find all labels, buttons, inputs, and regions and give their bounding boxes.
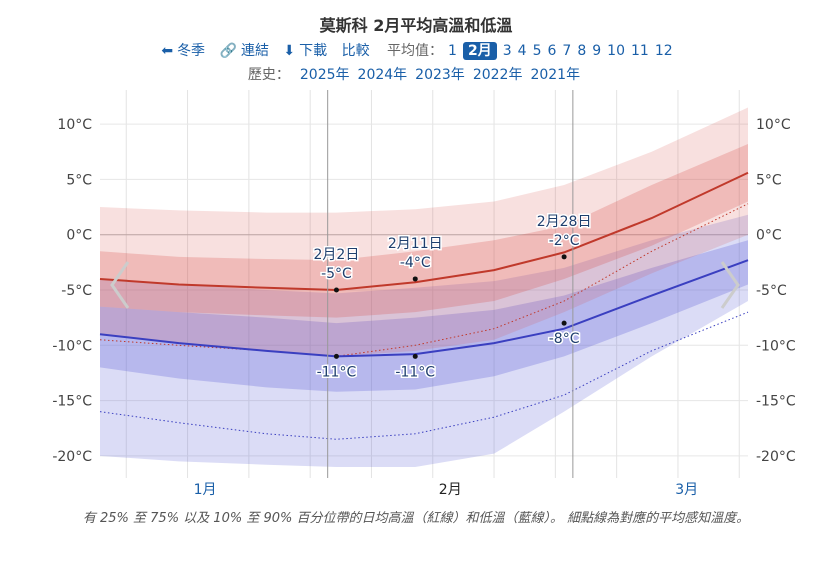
history-year-4[interactable]: 2021年 — [530, 67, 581, 83]
chart-caption: 有 25% 至 75% 以及 10% 至 90% 百分位帶的日均高溫（紅線）和低… — [82, 511, 750, 526]
month-option-3[interactable]: 3 — [502, 43, 512, 59]
temperature-chart: 10°C 10°C 5°C 5°C 0°C 0°C -5°C -5°C -10°C -10°C -1… — [52, 90, 796, 498]
chart-title: 莫斯科 2月平均高溫和低溫 — [319, 16, 513, 35]
month-option-10[interactable]: 10 — [607, 43, 625, 59]
month-option-12[interactable]: 12 — [654, 43, 673, 59]
month-option-8[interactable]: 8 — [577, 43, 587, 59]
month-option-9[interactable]: 9 — [592, 43, 602, 59]
compare-button[interactable]: 比較 — [341, 43, 370, 59]
annotation-value-label: -11°C — [395, 364, 435, 380]
history-bar: 歷史： 2025年 2024年 2023年 2022年 2021年 — [0, 64, 832, 84]
annotation-point — [561, 254, 567, 260]
annotation-date-label: 2月2日 — [314, 247, 360, 263]
high-temp-line — [99, 171, 749, 292]
month-option-7[interactable]: 7 — [562, 43, 572, 59]
chevron-right-icon[interactable] — [716, 258, 742, 312]
link-button[interactable]: 🔗 連結 — [220, 43, 274, 59]
annotation-point — [333, 353, 339, 359]
link-label: 連結 — [240, 43, 269, 59]
month-option-4[interactable]: 4 — [517, 43, 527, 59]
annotation-date-label: 2月28日 — [537, 214, 592, 230]
high-band-25-75 — [100, 144, 748, 318]
history-year-3[interactable]: 2022年 — [472, 67, 523, 83]
y-tick-label-right: 10°C — [756, 117, 791, 133]
chevron-left-icon[interactable] — [108, 258, 134, 312]
arrow-left-icon: ⬅ — [161, 43, 174, 59]
feels-like-high-line — [99, 203, 749, 357]
history-year-1[interactable]: 2024年 — [357, 67, 408, 83]
month-option-2[interactable]: 2月 — [462, 42, 497, 60]
low-band-10-90 — [100, 214, 748, 467]
y-tick-label-right: -5°C — [756, 283, 787, 299]
y-tick-label-right: -20°C — [756, 449, 796, 465]
month-option-11[interactable]: 11 — [631, 43, 649, 59]
month-tick-label: 3月 — [675, 482, 698, 498]
download-button[interactable]: ⬇ 下載 — [283, 43, 331, 59]
y-tick-label-left: 5°C — [66, 172, 92, 188]
y-tick-label-left: -20°C — [52, 449, 92, 465]
month-option-5[interactable]: 5 — [532, 43, 542, 59]
annotation-value-label: -5°C — [321, 266, 352, 282]
avg-label: 平均值： — [387, 43, 444, 59]
download-icon: ⬇ — [283, 43, 296, 59]
annotation-value-label: -8°C — [549, 331, 580, 347]
history-year-2[interactable]: 2023年 — [415, 67, 465, 83]
annotation-point — [412, 276, 418, 282]
annotation-value-label: -11°C — [317, 364, 357, 380]
y-tick-label-right: 5°C — [756, 172, 782, 188]
annotation-value-label: -4°C — [400, 255, 431, 271]
y-tick-label-right: 0°C — [756, 228, 782, 244]
y-tick-label-left: 0°C — [66, 228, 92, 244]
month-option-6[interactable]: 6 — [547, 43, 557, 59]
link-icon: 🔗 — [219, 43, 237, 59]
month-tick-label: 1月 — [194, 482, 217, 498]
year-selector: 2025年 2024年 2023年 2022年 2021年 — [296, 67, 584, 83]
y-tick-label-left: 10°C — [57, 117, 92, 133]
y-tick-label-left: -10°C — [52, 338, 92, 354]
toolbar: ⬅ 冬季 🔗 連結 ⬇ 下載 比較 平均值： 1 2月 3 4 5 6 7 8 9 10 11 12 — [0, 40, 832, 60]
month-option-1[interactable]: 1 — [448, 43, 457, 59]
download-label: 下載 — [299, 43, 328, 59]
season-link[interactable]: ⬅ 冬季 — [161, 43, 209, 59]
y-tick-label-left: -5°C — [61, 283, 92, 299]
y-tick-label-left: -15°C — [52, 394, 92, 410]
high-band-10-90 — [100, 107, 748, 357]
y-tick-label-right: -15°C — [756, 394, 796, 410]
season-label: 冬季 — [177, 43, 206, 59]
low-band-25-75 — [100, 240, 748, 392]
annotation-value-label: -2°C — [549, 233, 580, 249]
annotation-date-label: 2月11日 — [388, 236, 443, 252]
month-selector: 1 2月 3 4 5 6 7 8 9 10 11 12 — [445, 42, 676, 60]
annotation-point — [561, 320, 567, 326]
history-label: 歷史： — [247, 67, 290, 83]
history-year-0[interactable]: 2025年 — [299, 67, 350, 83]
feels-like-low-line — [99, 311, 749, 440]
month-tick-label: 2月 — [439, 482, 462, 498]
annotation-point — [333, 287, 339, 293]
y-tick-label-right: -10°C — [756, 338, 796, 354]
annotation-point — [412, 353, 418, 359]
